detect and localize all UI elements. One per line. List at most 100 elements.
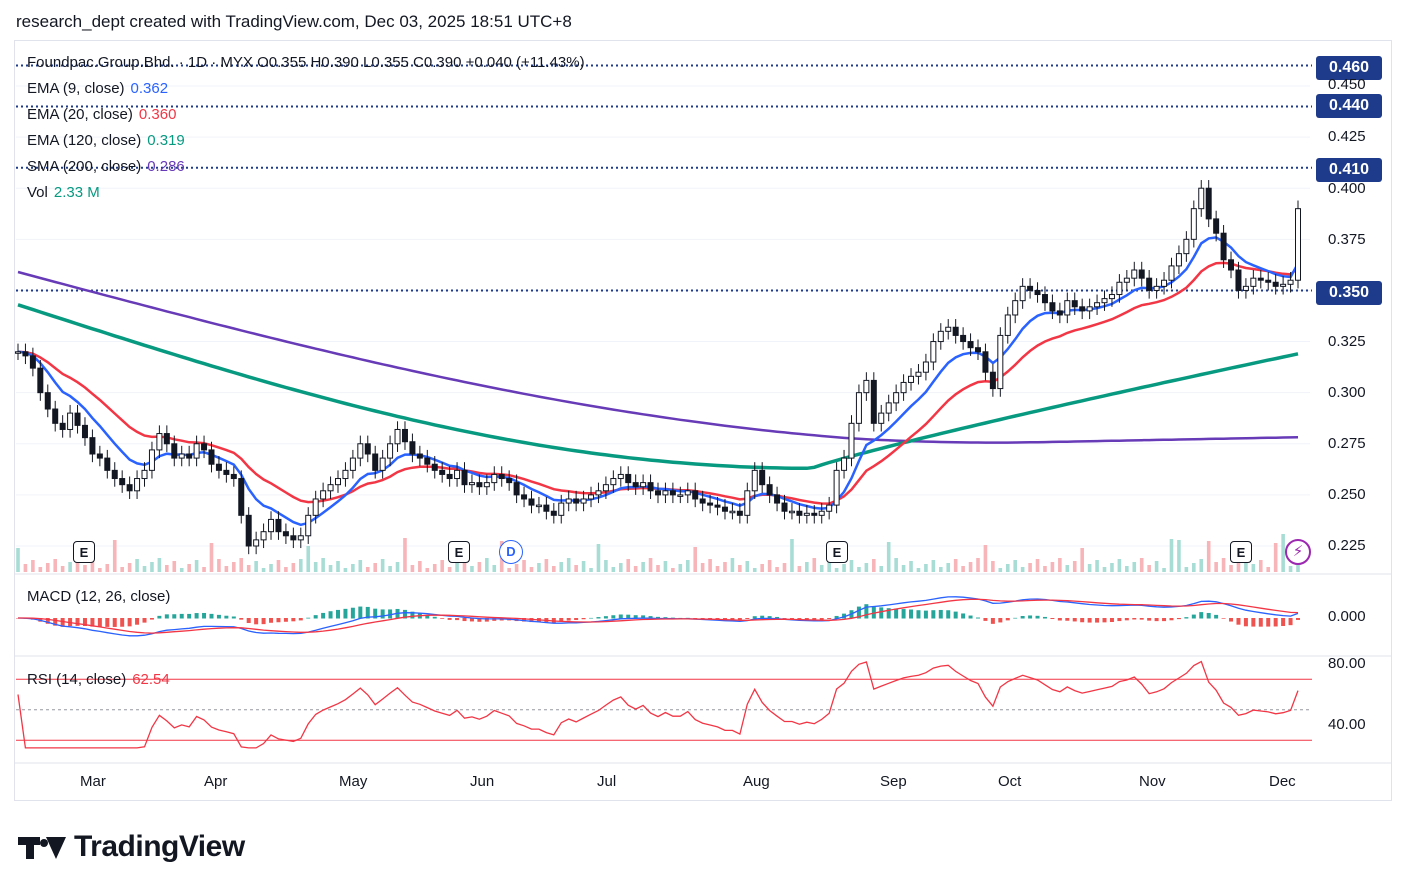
earnings-marker[interactable]: E xyxy=(448,541,470,563)
candle-body xyxy=(1242,285,1249,291)
volume-bar xyxy=(1229,565,1233,572)
candle-body xyxy=(997,334,1004,390)
volume-bar xyxy=(894,558,898,572)
lightning-icon[interactable]: ⚡ xyxy=(1285,539,1311,565)
macd-histogram-bar xyxy=(1281,618,1286,626)
candle-body xyxy=(461,469,468,486)
ema120-legend[interactable]: EMA (120, close) 0.319 xyxy=(27,132,185,149)
ema9-legend[interactable]: EMA (9, close) 0.362 xyxy=(27,80,169,97)
candle-body xyxy=(967,341,974,349)
sma200-legend[interactable]: SMA (200, close) 0.286 xyxy=(27,158,185,175)
volume-bar xyxy=(276,560,281,572)
macd-histogram-bar xyxy=(752,616,757,619)
candle-body xyxy=(684,490,691,496)
volume-bar xyxy=(1139,558,1144,572)
candle-body xyxy=(193,443,200,459)
candle-body xyxy=(119,478,126,486)
macd-histogram-bar xyxy=(797,618,802,620)
macd-histogram-bar xyxy=(157,615,162,619)
candle-body xyxy=(729,510,736,514)
earnings-marker[interactable]: E xyxy=(826,541,848,563)
macd-histogram-bar xyxy=(804,618,809,620)
candle-body xyxy=(655,490,661,496)
candle-body xyxy=(640,482,647,488)
volume-bar xyxy=(544,559,549,572)
macd-histogram-bar xyxy=(812,618,817,621)
volume-bar xyxy=(1184,567,1189,572)
time-axis-label: Jul xyxy=(597,773,617,790)
macd-histogram-bar xyxy=(1095,618,1100,623)
volume-bar xyxy=(604,560,608,572)
rsi-legend[interactable]: RSI (14, close) 62.54 xyxy=(27,671,170,688)
dividend-marker[interactable]: D xyxy=(499,540,523,564)
candle-body xyxy=(922,361,929,373)
candle-body xyxy=(1116,281,1123,296)
price-tag-0460: 0.460 xyxy=(1316,56,1382,80)
volume-bar xyxy=(752,568,757,572)
candle-body xyxy=(692,490,699,500)
volume-bar xyxy=(298,559,303,572)
candle-body xyxy=(989,371,996,390)
volume-bar xyxy=(98,568,102,572)
volume-bar xyxy=(31,560,35,572)
candle-body xyxy=(245,514,252,547)
candle-body xyxy=(759,469,766,486)
candle-body xyxy=(89,437,96,455)
volume-bar xyxy=(522,560,526,572)
volume-bar xyxy=(872,559,876,572)
candle-body xyxy=(1190,208,1197,240)
macd-histogram-bar xyxy=(283,618,288,622)
earnings-marker[interactable]: E xyxy=(1230,541,1252,563)
macd-histogram-bar xyxy=(983,618,988,621)
macd-histogram-bar xyxy=(656,616,660,619)
macd-histogram-bar xyxy=(60,618,65,627)
candle-body xyxy=(915,371,922,377)
candle-body xyxy=(22,351,29,357)
candle-body xyxy=(15,351,21,354)
macd-histogram-bar xyxy=(269,618,274,623)
volume-bar xyxy=(909,561,913,572)
time-axis-label: Aug xyxy=(743,773,770,790)
volume-bar xyxy=(507,568,511,572)
macd-histogram-bar xyxy=(603,616,608,619)
macd-histogram-bar xyxy=(782,618,787,619)
tradingview-logo[interactable]: TradingView xyxy=(18,830,245,864)
volume-bar xyxy=(1206,541,1211,572)
candle-body xyxy=(468,482,475,486)
macd-histogram-bar xyxy=(1072,618,1077,622)
volume-bar xyxy=(172,561,177,572)
macd-histogram-bar xyxy=(410,611,415,619)
macd-legend[interactable]: MACD (12, 26, close) xyxy=(27,588,171,605)
macd-histogram-bar xyxy=(1065,618,1070,621)
earnings-marker[interactable]: E xyxy=(73,541,95,563)
candle-body xyxy=(506,478,513,484)
symbol-legend[interactable]: Foundpac.Group.Bhd. · 1D · MYX O0.355 H0… xyxy=(27,54,585,71)
volume-bar xyxy=(790,539,794,572)
volume-bar xyxy=(105,564,110,572)
volume-bar xyxy=(202,567,206,572)
candle-body xyxy=(1146,277,1153,291)
volume-legend[interactable]: Vol 2.33 M xyxy=(27,184,100,201)
macd-histogram-bar xyxy=(1229,618,1234,622)
price-tag-0410: 0.410 xyxy=(1316,158,1382,182)
volume-bar xyxy=(38,567,43,572)
volume-bar xyxy=(157,558,162,572)
candle-body xyxy=(699,498,706,504)
candle-body xyxy=(483,482,490,488)
candle-body xyxy=(379,457,386,471)
volume-bar xyxy=(239,558,244,572)
volume-bar xyxy=(313,562,318,572)
macd-histogram-bar xyxy=(581,618,586,620)
candle-body xyxy=(59,422,66,430)
time-axis-label: Jun xyxy=(470,773,495,790)
ema20-legend[interactable]: EMA (20, close) 0.360 xyxy=(27,106,177,123)
volume-bar xyxy=(961,566,965,572)
macd-histogram-bar xyxy=(767,616,772,619)
macd-histogram-bar xyxy=(1199,612,1204,619)
candle-body xyxy=(171,443,178,459)
candle-body xyxy=(930,341,937,363)
volume-bar xyxy=(1028,563,1032,572)
price-axis-label: 0.300 xyxy=(1328,384,1366,401)
macd-histogram-bar xyxy=(432,616,437,619)
